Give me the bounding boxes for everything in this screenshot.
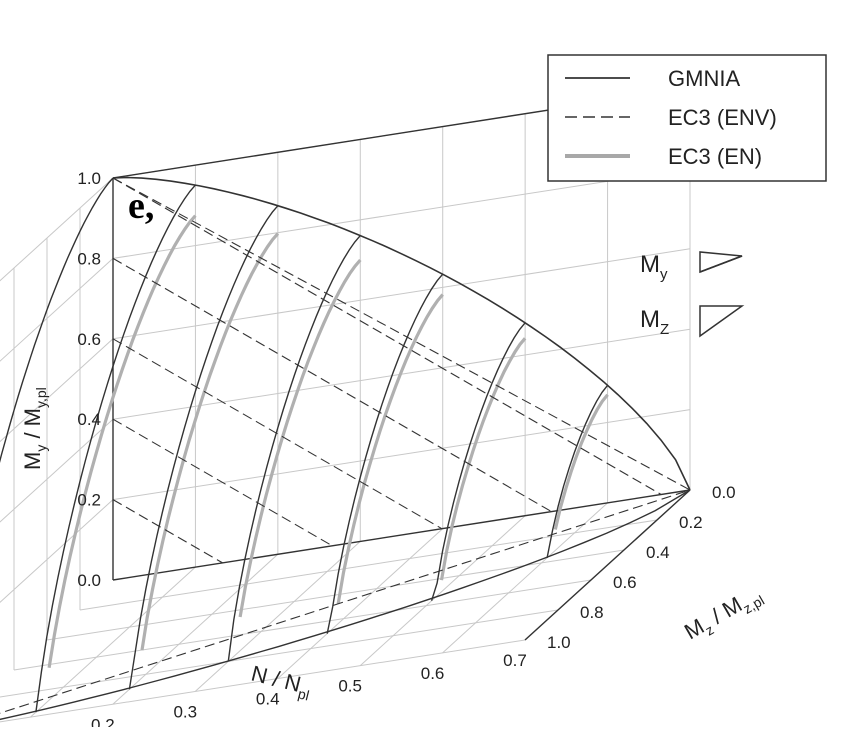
gridlines xyxy=(0,87,691,723)
x-tick-label: 0.3 xyxy=(173,702,197,721)
gmnia-curve xyxy=(546,384,609,559)
ec3-env-line xyxy=(112,257,552,513)
x-tick-label: 0.5 xyxy=(338,677,362,696)
legend-label-gmnia: GMNIA xyxy=(668,66,740,91)
gridline xyxy=(112,553,279,705)
ec3-en-curve xyxy=(553,393,609,530)
z-tick-label: 1.0 xyxy=(547,633,571,652)
gridline xyxy=(0,639,526,723)
ec3-en-curve xyxy=(238,258,362,618)
x-tick-label: 0.2 xyxy=(91,715,115,727)
z-tick-label: 0.4 xyxy=(646,543,670,562)
moment-icon-mz: MZ xyxy=(640,305,745,338)
gmnia-curve xyxy=(430,322,526,601)
gmnia-envelope-n-my xyxy=(112,176,691,491)
gmnia-curve xyxy=(227,235,361,662)
ec3-env-line xyxy=(112,177,691,491)
gridline xyxy=(79,519,658,611)
gridline xyxy=(112,248,691,340)
gridline xyxy=(277,528,444,679)
gridline xyxy=(0,499,114,604)
gridline xyxy=(0,609,559,698)
y-tick-label: 0.4 xyxy=(77,410,101,429)
x-axis-ticks: 0.10.20.30.40.50.60.7 xyxy=(9,651,527,732)
gmnia-curve xyxy=(326,273,444,634)
ec3-en-curve xyxy=(439,337,527,581)
y-tick-label: 0.0 xyxy=(77,571,101,590)
y-tick-label: 0.2 xyxy=(77,491,101,510)
ec3-env-line xyxy=(0,489,691,714)
gridline xyxy=(359,515,526,667)
z-axis-ticks: 0.0 0.2 0.4 0.6 0.8 1.0 xyxy=(547,483,736,652)
z-tick-label: 0.2 xyxy=(679,513,703,532)
z-tick-label: 0.6 xyxy=(613,573,637,592)
gridline xyxy=(13,579,592,671)
gridline xyxy=(112,167,691,259)
frame-edge xyxy=(524,489,691,641)
gmnia-envelope-my-mz xyxy=(0,177,114,463)
gridline xyxy=(112,409,691,501)
ec3-env-line xyxy=(112,499,223,564)
z-tick-label: 0.8 xyxy=(580,603,604,622)
gridline xyxy=(442,502,608,654)
z-axis-label: Mz / Mz,pl xyxy=(680,581,767,648)
gridline xyxy=(0,177,114,282)
z-tick-label: 0.0 xyxy=(712,483,736,502)
gmnia-curve xyxy=(128,205,279,690)
series-gmnia xyxy=(0,176,691,721)
series-ec3-en xyxy=(47,214,609,668)
y-tick-label: 0.8 xyxy=(77,249,101,268)
y-tick-label: 1.0 xyxy=(77,169,101,188)
legend: GMNIA EC3 (ENV) EC3 (EN) xyxy=(547,54,827,182)
x-tick-label: 0.6 xyxy=(421,664,445,683)
page-text-fragment: e, xyxy=(128,185,154,227)
gmnia-curve xyxy=(35,184,196,713)
moment-icon-mz-label: MZ xyxy=(640,306,669,338)
ec3-env-line xyxy=(112,177,662,495)
gridline xyxy=(0,338,114,443)
y-axis-label: My / My,pl xyxy=(20,387,49,470)
triangle-icon xyxy=(699,305,745,338)
gmnia-envelope-n-mz xyxy=(0,489,691,721)
y-tick-label: 0.6 xyxy=(77,330,101,349)
frame-edge xyxy=(112,489,691,581)
ec3-en-curve xyxy=(336,293,444,604)
series-ec3-env xyxy=(0,177,691,714)
ec3-env-line xyxy=(112,338,443,530)
moment-icon-my: My xyxy=(640,251,743,283)
x-tick-label: 0.7 xyxy=(503,651,527,670)
x-tick-label: 0.4 xyxy=(256,690,280,709)
gridline xyxy=(0,418,114,523)
legend-box xyxy=(547,54,827,182)
gridline xyxy=(0,258,114,362)
gridline xyxy=(194,541,361,692)
legend-label-ec3-env: EC3 (ENV) xyxy=(668,105,777,130)
ec3-en-curve xyxy=(140,232,280,651)
ec3-en-curve xyxy=(47,214,197,668)
ec3-env-line xyxy=(112,418,333,547)
legend-label-ec3-en: EC3 (EN) xyxy=(668,144,762,169)
gridline xyxy=(30,566,196,718)
y-axis-ticks: 0.0 0.2 0.4 0.6 0.8 1.0 xyxy=(77,169,101,590)
moment-icon-my-label: My xyxy=(640,251,668,283)
